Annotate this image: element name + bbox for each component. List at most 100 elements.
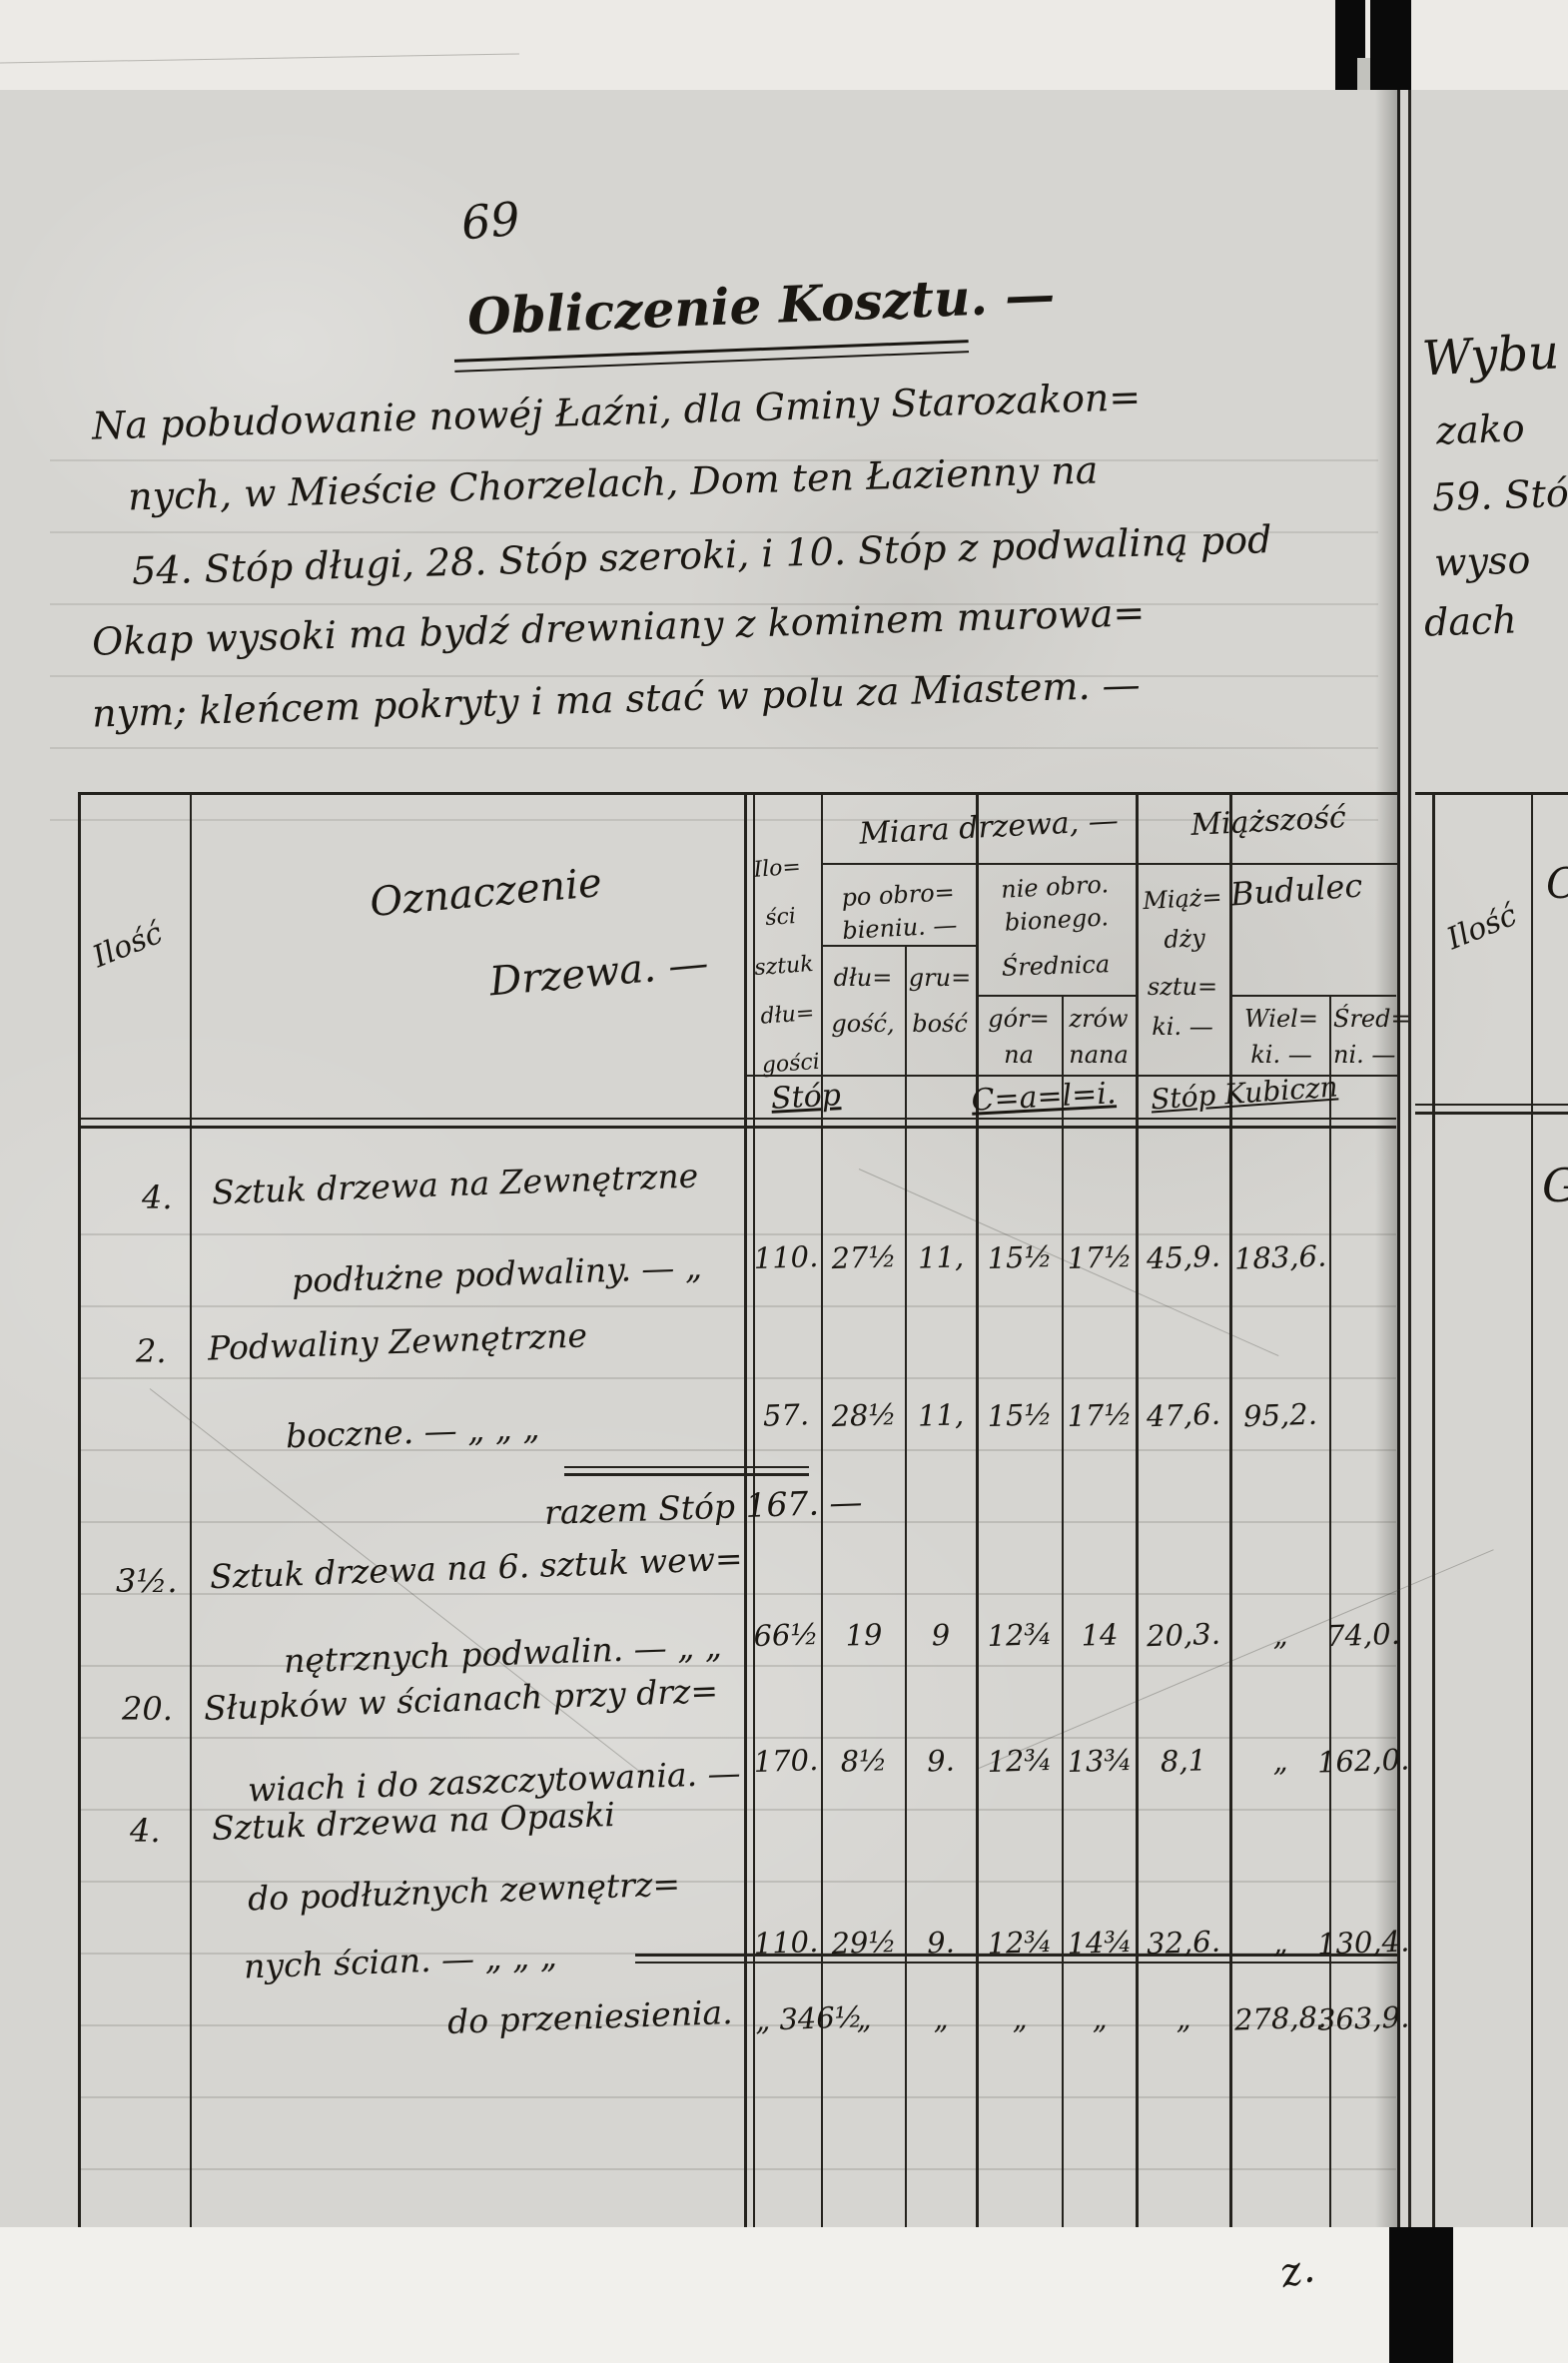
- table-vline: [744, 794, 747, 2227]
- header-grubosc: gru= bość: [907, 955, 973, 1047]
- table-vline: [753, 794, 755, 2227]
- table-vline: [1229, 794, 1232, 2227]
- row-qty: 4.: [130, 1812, 161, 1850]
- row-val: „: [1271, 1617, 1289, 1653]
- header-sredni: Śred= ni. —: [1333, 1001, 1411, 1073]
- right-table-vline: [1531, 794, 1533, 2227]
- row-qty: 4.: [142, 1179, 173, 1216]
- header-line: dłu=: [833, 964, 893, 992]
- intro-line: 54. Stóp długi, 28. Stóp szeroki, i 10. …: [131, 517, 1272, 593]
- intro-line: nym; kleńcem pokryty i ma stać w polu za…: [91, 662, 1142, 736]
- row-desc: Sztuk drzewa na 6. sztuk wew=: [209, 1538, 744, 1597]
- header-qty-col-line: dłu=: [759, 1001, 816, 1030]
- header-budulec: Budulec: [1228, 866, 1364, 914]
- header-gorna: gór= na: [981, 1001, 1057, 1073]
- header-qty-col-line: ści: [764, 904, 797, 932]
- row-desc: podłużne podwaliny. — „: [291, 1246, 703, 1301]
- header-dlugosc: dłu= gość,: [825, 955, 901, 1047]
- right-page-line: zako: [1435, 405, 1526, 453]
- row-val: 13¾: [1066, 1742, 1134, 1780]
- right-header-ilosc: Ilość: [1442, 897, 1522, 958]
- gutter-line: [1397, 90, 1400, 2227]
- row-val: 183,6.: [1233, 1238, 1327, 1276]
- table-hline-groups: [821, 863, 1398, 865]
- right-page-line: dach: [1423, 597, 1518, 645]
- header-ilosc: Ilość: [88, 915, 168, 976]
- row-val: 74,0.: [1325, 1616, 1401, 1654]
- title-underline: [453, 340, 970, 373]
- row-qty: 2.: [136, 1332, 167, 1370]
- right-table-vline: [1432, 794, 1435, 2227]
- row-val: 20,3.: [1146, 1616, 1221, 1654]
- row-val: 17½: [1066, 1396, 1134, 1434]
- subtotal-label: razem Stóp 167. —: [543, 1481, 864, 1533]
- table-vline: [190, 794, 192, 2227]
- row-desc: nych ścian. — „ „ „: [243, 1936, 558, 1986]
- table-hline-header-bottom: [78, 1118, 1396, 1120]
- table-hline-units: [744, 1075, 1398, 1077]
- header-line: gru=: [908, 964, 972, 992]
- row-val: 14¾: [1066, 1924, 1134, 1962]
- header-line: na: [1004, 1041, 1034, 1069]
- header-line: gość,: [831, 1010, 895, 1038]
- unit-stop-kubiczn: Stóp Kubiczn: [1150, 1070, 1339, 1117]
- gutter-shadow: [1375, 90, 1397, 2227]
- gutter-line: [1408, 90, 1411, 2227]
- document-title: Obliczenie Kosztu. —: [466, 265, 1057, 347]
- header-drzewa: Drzewa. —: [487, 940, 711, 1006]
- row-val: 32,6.: [1146, 1924, 1221, 1962]
- row-desc: Sztuk drzewa na Zewnętrzne: [211, 1156, 699, 1212]
- binding-ink-blob: [1370, 0, 1411, 104]
- film-strip-bottom: [0, 2227, 1568, 2363]
- scratch-mark: [978, 1549, 1494, 1769]
- table-vline: [905, 947, 907, 2227]
- film-strip-top: [0, 0, 1568, 90]
- header-line: dży: [1163, 923, 1206, 955]
- header-wielki: Wiel= ki. —: [1238, 1001, 1324, 1073]
- header-zrownana: zrów nana: [1065, 1001, 1133, 1073]
- header-nie-obrobionego: nie obro. bionego.: [977, 867, 1134, 941]
- table-vline: [821, 794, 823, 2227]
- header-line: Miąż=: [1142, 882, 1223, 916]
- carry-val: 363,9.: [1316, 1999, 1410, 2037]
- header-srednica: Średnica: [1001, 950, 1111, 982]
- header-line: bieniu. —: [841, 910, 959, 945]
- right-partial-letter: O: [1546, 860, 1568, 907]
- right-page-line: 59. Stó: [1431, 470, 1568, 520]
- table-vline: [1062, 997, 1064, 2227]
- row-desc: boczne. — „ „ „: [285, 1407, 540, 1456]
- header-line: sztu=: [1147, 973, 1218, 1001]
- binding-ink-bar: [1389, 2223, 1453, 2363]
- row-val: 130,4.: [1316, 1924, 1410, 1962]
- right-partial-letter: G: [1542, 1161, 1568, 1211]
- table-hline: [976, 995, 1136, 997]
- row-qty: 20.: [122, 1690, 173, 1728]
- table-vline: [976, 794, 979, 2227]
- header-sztuki: sztu= ki. —: [1139, 967, 1226, 1047]
- header-line: nana: [1069, 1041, 1129, 1069]
- header-line: ki. —: [1250, 1041, 1312, 1069]
- carry-val: „: [1175, 2000, 1192, 2036]
- header-miara-drzewa: Miara drzewa, —: [858, 803, 1120, 852]
- intro-line: Na pobudowanie nowéj Łaźni, dla Gminy St…: [91, 375, 1142, 448]
- subtotal-rule: [564, 1466, 809, 1468]
- right-table-hline-top: [1415, 792, 1568, 795]
- right-table-hline: [1415, 1112, 1568, 1115]
- unit-stop: Stóp: [770, 1078, 842, 1117]
- carry-rule: [635, 1954, 1398, 1957]
- carry-val: 278,8.: [1233, 1999, 1327, 2037]
- header-line: Wiel=: [1244, 1005, 1318, 1033]
- row-val: „: [1271, 1925, 1289, 1961]
- row-desc: Podwaliny Zewnętrzne: [207, 1315, 588, 1368]
- right-table-hline: [1415, 1104, 1568, 1106]
- row-val: 14: [1080, 1617, 1120, 1653]
- header-line: zrów: [1069, 1005, 1129, 1033]
- header-oznaczenie: Oznaczenie: [368, 859, 604, 927]
- row-qty: 3½.: [116, 1562, 178, 1600]
- page-number: 69: [458, 191, 522, 251]
- header-line: ki. —: [1152, 1013, 1213, 1041]
- header-qty-col-line: Ilo=: [752, 854, 802, 883]
- table-vline: [78, 794, 81, 2227]
- row-desc: do podłużnych zewnętrz=: [247, 1864, 681, 1919]
